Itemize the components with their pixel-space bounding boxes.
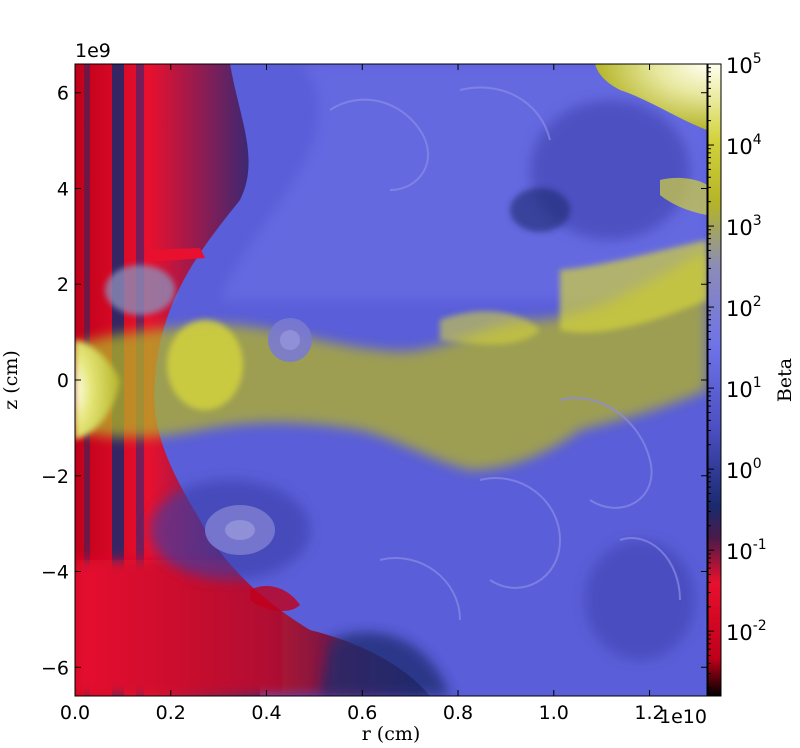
y-tick-label: 0: [57, 370, 69, 392]
colorbar-tick-label: 104: [726, 132, 762, 159]
y-axis: −6 −4 −2 0 2 4 6: [41, 83, 707, 679]
x-tick-label: 0.6: [347, 702, 377, 724]
colorbar-tick-label: 10-1: [726, 537, 767, 564]
colorbar-tick-label: 100: [726, 456, 762, 483]
x-tick-label: 0.0: [60, 702, 90, 724]
y-tick-label: −2: [41, 466, 69, 488]
colorbar-label: Beta: [774, 358, 796, 402]
y-tick-label: 4: [57, 178, 69, 200]
heatmap-image: [75, 64, 707, 696]
colorbar: [707, 63, 722, 697]
x-axis-label: r (cm): [362, 723, 421, 745]
colorbar-ticks: 105 104 103 102 101 100 10-1 10-2: [708, 51, 767, 689]
x-offset-label: 1e10: [659, 706, 707, 728]
x-tick-label: 0.4: [251, 702, 281, 724]
colorbar-tick-label: 105: [726, 51, 762, 78]
y-tick-label: 6: [57, 83, 69, 105]
colorbar-tick-label: 103: [726, 213, 762, 240]
y-offset-label: 1e9: [75, 40, 111, 62]
x-tick-label: 1.2: [634, 702, 664, 724]
y-tick-label: −4: [41, 562, 69, 584]
x-tick-label: 0.2: [156, 702, 186, 724]
colorbar-tick-label: 10-2: [726, 618, 767, 645]
colorbar-tick-label: 102: [726, 294, 762, 321]
x-axis: 0.0 0.2 0.4 0.6 0.8 1.0 1.2: [60, 64, 665, 724]
y-tick-label: −6: [41, 657, 69, 679]
y-axis-label: z (cm): [0, 350, 22, 410]
colorbar-tick-label: 101: [726, 375, 762, 402]
y-tick-label: 2: [57, 274, 69, 296]
x-tick-label: 1.0: [539, 702, 569, 724]
x-tick-label: 0.8: [443, 702, 473, 724]
